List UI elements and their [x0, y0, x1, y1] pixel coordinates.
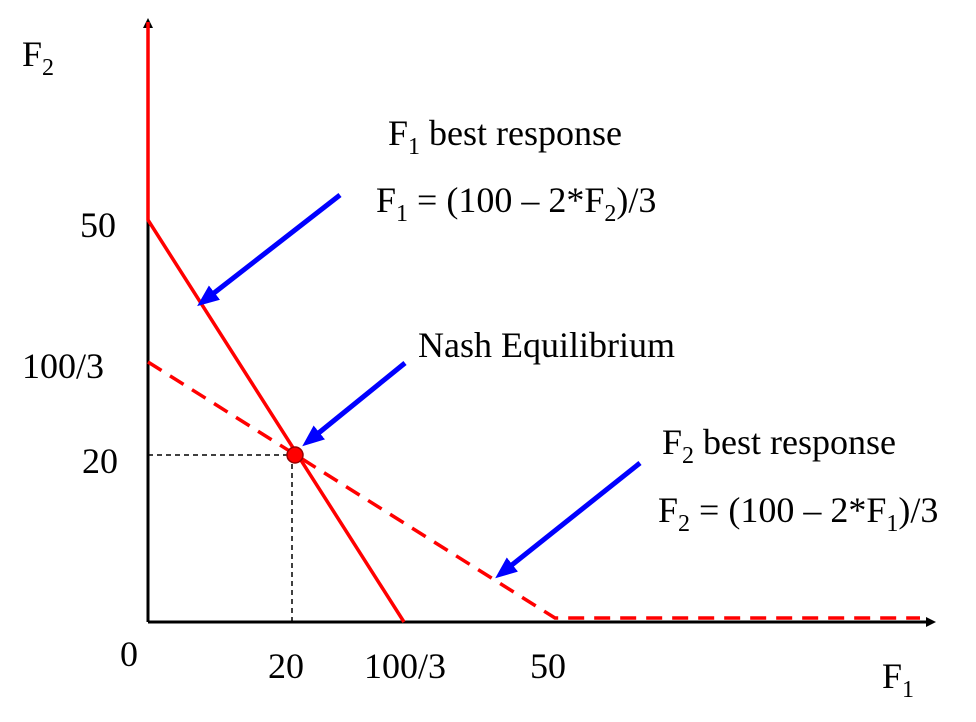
y-tick-100-3: 100/3 — [22, 346, 104, 386]
y-tick-20: 20 — [82, 441, 118, 481]
y-axis-label: F2 — [22, 34, 54, 81]
f2-best-response-line — [147, 360, 920, 620]
f1-annotation-arrow — [197, 193, 342, 307]
f1-annotation-title: F1 best response — [388, 113, 622, 160]
f2-annotation-title: F2 best response — [662, 422, 896, 469]
nash-equilibrium-label: Nash Equilibrium — [418, 325, 675, 365]
f1-annotation-equation: F1 = (100 – 2*F2)/3 — [376, 180, 656, 227]
x-tick-20: 20 — [268, 646, 304, 686]
x-tick-50: 50 — [530, 646, 566, 686]
f1-best-response-line — [146, 22, 406, 623]
f2-annotation-arrow — [495, 461, 642, 579]
y-tick-50: 50 — [80, 205, 116, 245]
x-tick-100-3: 100/3 — [364, 646, 446, 686]
f2-annotation-equation: F2 = (100 – 2*F1)/3 — [658, 490, 938, 537]
nash-equilibrium-point — [286, 446, 304, 464]
x-axis-label: F1 — [882, 656, 914, 703]
nash-annotation-arrow — [302, 361, 407, 447]
origin-label: 0 — [120, 634, 138, 674]
